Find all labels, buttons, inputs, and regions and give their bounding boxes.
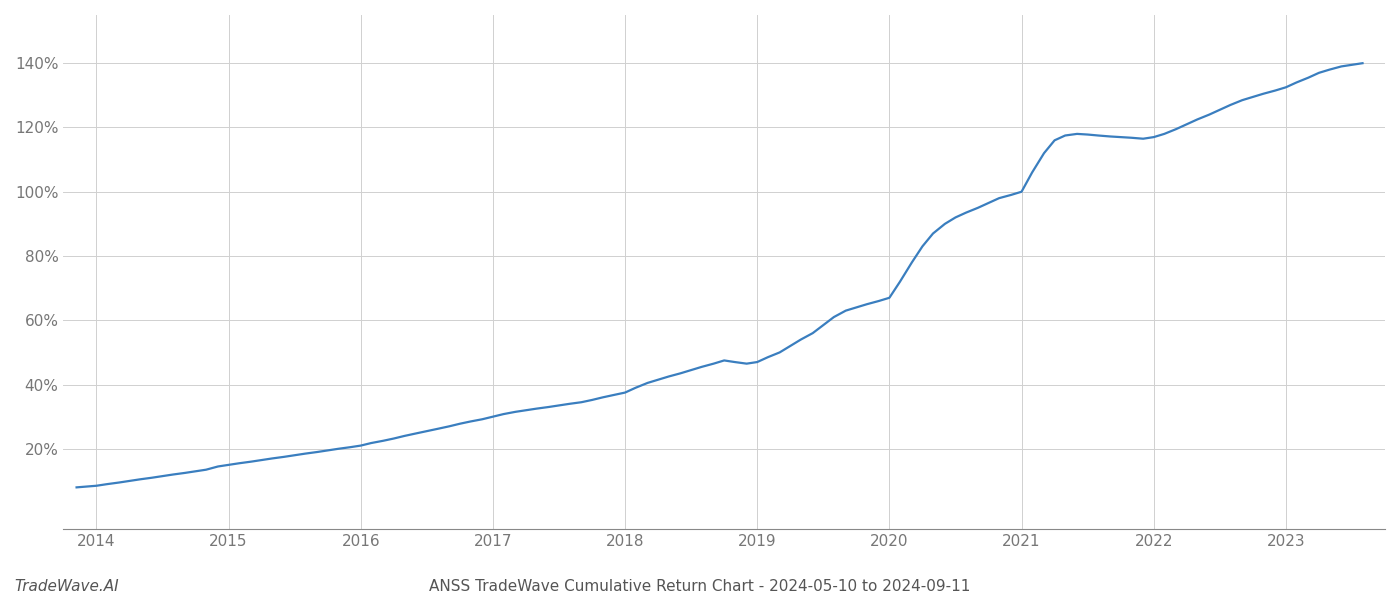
- Text: TradeWave.AI: TradeWave.AI: [14, 579, 119, 594]
- Text: ANSS TradeWave Cumulative Return Chart - 2024-05-10 to 2024-09-11: ANSS TradeWave Cumulative Return Chart -…: [430, 579, 970, 594]
